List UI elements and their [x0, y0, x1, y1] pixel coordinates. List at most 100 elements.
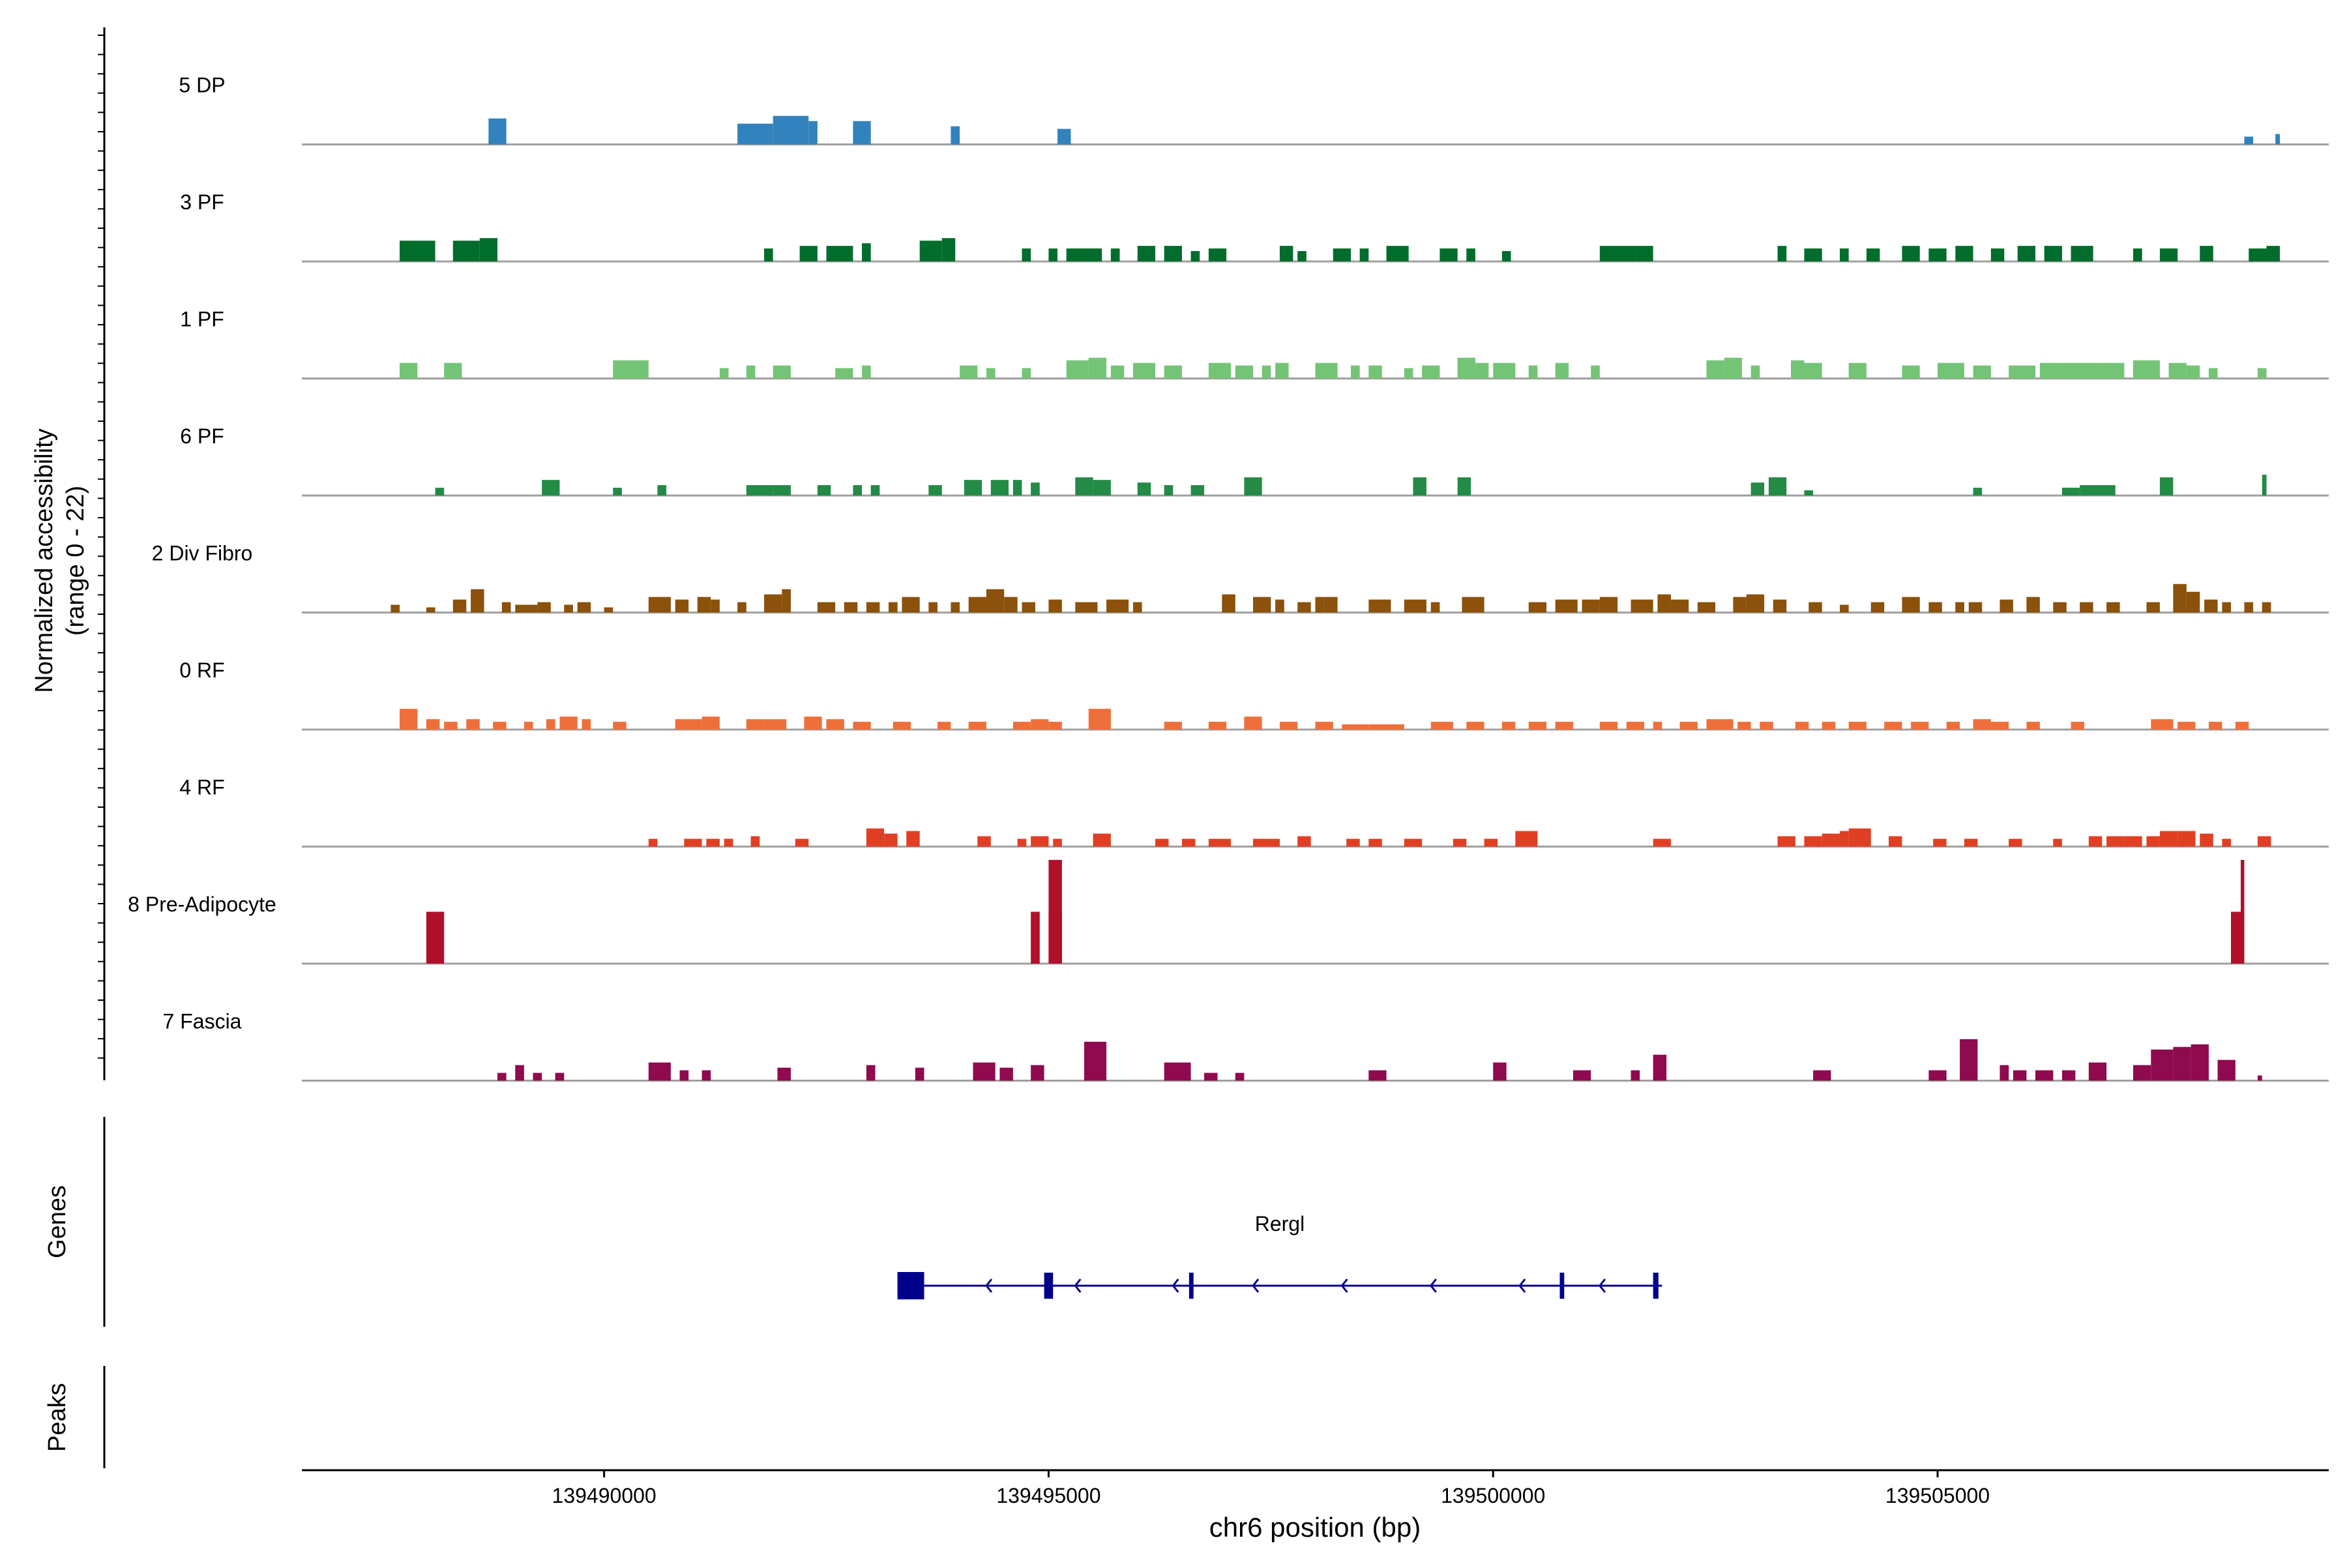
coverage-peak: [2257, 1075, 2262, 1081]
y-axis-label: Normalized accessibility (range 0 - 22): [31, 428, 89, 692]
coverage-peak: [1315, 722, 1333, 730]
coverage-peak: [2017, 246, 2036, 261]
coverage-peak: [2186, 591, 2200, 613]
track-label: 8 Pre-Adipocyte: [128, 893, 276, 916]
coverage-peak: [1422, 365, 1440, 379]
coverage-peak: [808, 121, 818, 145]
coverage-peak: [1244, 717, 1262, 730]
coverage-peak: [1631, 1070, 1640, 1081]
coverage-peak: [1155, 838, 1169, 847]
coverage-peak: [2191, 1044, 2209, 1081]
coverage-peak: [1457, 477, 1471, 496]
x-tick-label: 139490000: [552, 1484, 657, 1507]
coverage-peak: [1279, 246, 1293, 261]
coverage-peak: [2262, 602, 2271, 613]
coverage-peak: [1208, 248, 1227, 261]
coverage-peak: [1048, 248, 1058, 261]
track-5-dp: 5 DP: [179, 74, 2329, 145]
coverage-peak: [1297, 836, 1311, 847]
gene-label: Rergl: [1255, 1212, 1305, 1235]
coverage-peak: [497, 1072, 507, 1081]
coverage-peak: [1750, 482, 1765, 496]
y-axis-label-line-2: (range 0 - 22): [62, 486, 89, 636]
coverage-peak: [2159, 831, 2178, 847]
coverage-peak: [2177, 722, 2196, 730]
coverage-peak: [1706, 360, 1724, 379]
coverage-peak: [1204, 1072, 1218, 1081]
coverage-peak: [564, 604, 573, 613]
coverage-peak: [1048, 722, 1062, 730]
coverage-peak: [1137, 246, 1156, 261]
coverage-peak: [1990, 722, 2009, 730]
coverage-peak: [1262, 365, 1271, 379]
coverage-peak: [937, 722, 951, 730]
coverage-peak: [870, 485, 880, 496]
coverage-peak: [2124, 836, 2142, 847]
coverage-peak: [1528, 602, 1547, 613]
coverage-peak: [1031, 719, 1049, 730]
coverage-peak: [1110, 248, 1120, 261]
coverage-peak: [1973, 719, 1991, 730]
coverage-peak: [1946, 722, 1960, 730]
strand-arrow: [1172, 1279, 1179, 1293]
coverage-peak: [1848, 828, 1871, 847]
coverage-peak: [773, 115, 809, 145]
coverage-peak: [1572, 1070, 1591, 1081]
gene-exon: [1044, 1273, 1054, 1299]
coverage-peak: [750, 836, 760, 847]
coverage-peak: [1960, 1039, 1978, 1081]
strand-arrow: [1598, 1279, 1606, 1293]
coverage-peak: [986, 589, 1005, 613]
coverage-peak: [1635, 246, 1653, 261]
coverage-peak: [915, 1067, 924, 1081]
coverage-peak: [1933, 838, 1947, 847]
coverage-peak: [817, 602, 836, 613]
gene-exon: [1653, 1273, 1659, 1299]
coverage-peak: [1964, 838, 1978, 847]
coverage-peak: [884, 833, 898, 847]
coverage-peak: [804, 717, 822, 730]
coverage-peak: [2061, 1070, 2076, 1081]
coverage-peak: [2026, 722, 2040, 730]
track-label: 1 PF: [180, 308, 224, 331]
coverage-peak: [1493, 1062, 1507, 1081]
coverage-peak: [1555, 722, 1573, 730]
strand-arrow: [985, 1279, 993, 1293]
coverage-peak: [1333, 248, 1351, 261]
coverage-peak: [555, 1072, 565, 1081]
coverage-peak: [986, 368, 996, 379]
coverage-peak: [613, 360, 649, 379]
coverage-peak: [1386, 246, 1409, 261]
coverage-peak: [737, 123, 773, 145]
track-7-fascia: 7 Fascia: [163, 1010, 2329, 1082]
strand-arrow: [1518, 1279, 1526, 1293]
coverage-peak: [906, 831, 920, 847]
coverage-peak: [2266, 246, 2281, 261]
coverage-peak: [1430, 722, 1453, 730]
y-axis-label-line-1: Normalized accessibility: [31, 428, 58, 692]
coverage-peak: [604, 607, 613, 613]
coverage-peak: [2026, 597, 2040, 613]
coverage-peak: [1501, 722, 1516, 730]
coverage-peak: [1804, 836, 1822, 847]
track-3-pf: 3 PF: [180, 190, 2329, 263]
coverage-peak: [2204, 599, 2218, 613]
coverage-peak: [426, 607, 435, 613]
track-label: 7 Fascia: [163, 1010, 242, 1033]
coverage-peak: [951, 126, 960, 145]
coverage-peak: [844, 602, 858, 613]
coverage-peak: [701, 717, 720, 730]
coverage-peak: [888, 602, 898, 613]
coverage-peak: [1404, 599, 1426, 613]
coverage-axis-ticks: [98, 35, 104, 1059]
coverage-peak: [2262, 475, 2267, 496]
coverage-peak: [1368, 838, 1382, 847]
coverage-peak: [1911, 722, 1929, 730]
coverage-peak: [1902, 597, 1920, 613]
coverage-peak: [1955, 246, 1973, 261]
coverage-peak: [1235, 1072, 1245, 1081]
coverage-peak: [1955, 602, 1964, 613]
coverage-peak: [2133, 248, 2142, 261]
coverage-peak: [1315, 597, 1325, 613]
coverage-peak: [1990, 248, 2005, 261]
